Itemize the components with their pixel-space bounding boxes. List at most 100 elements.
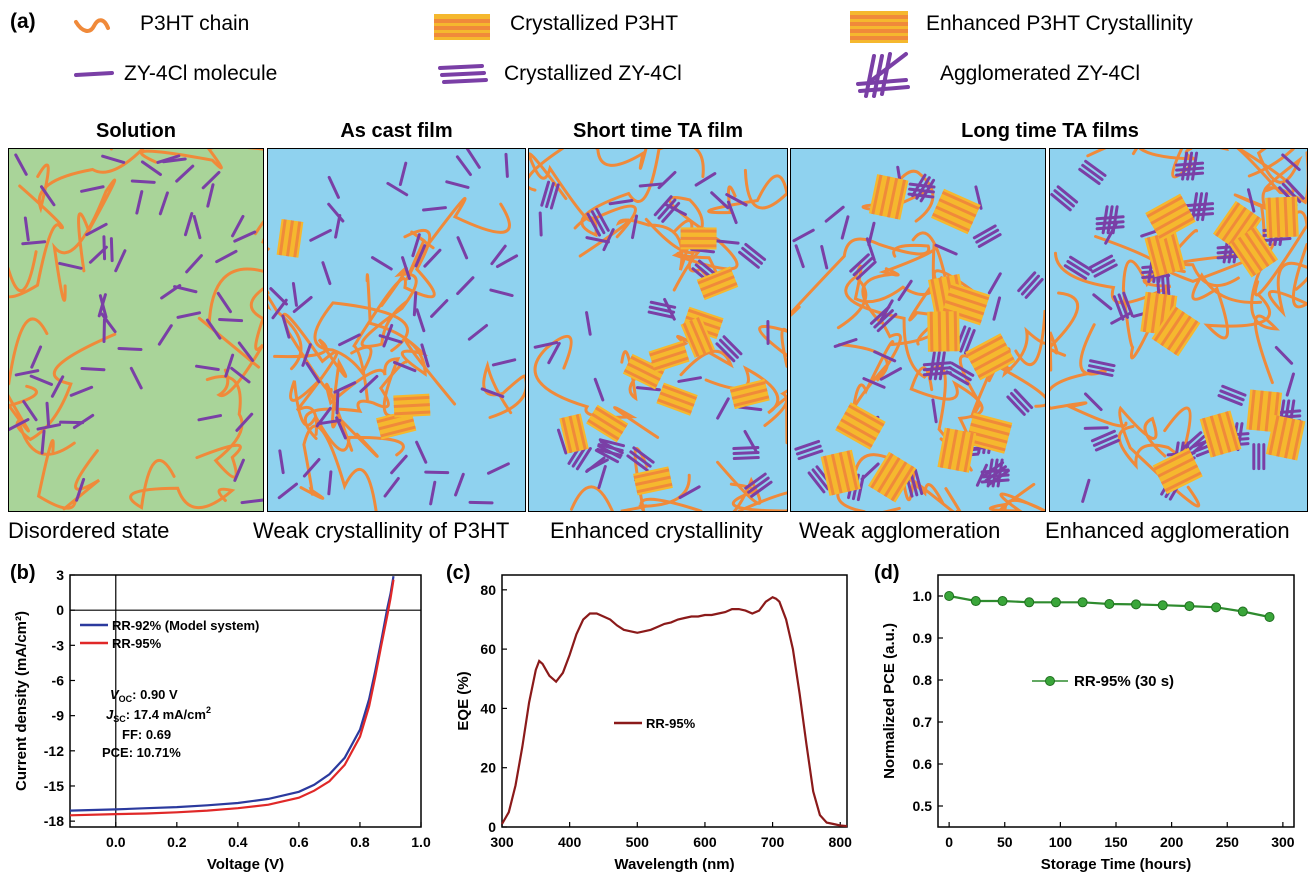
zy-molecule [726, 200, 738, 225]
zy-molecule [301, 343, 312, 367]
p3ht-chain-icon [74, 18, 110, 33]
zy-stack [738, 242, 767, 269]
p3ht-chain [36, 149, 145, 214]
zy-stack [540, 180, 560, 210]
zy-molecule [533, 341, 559, 349]
p3ht-chain [988, 482, 1045, 511]
y-axis-label: EQE (%) [455, 671, 472, 730]
zy-stack [1088, 254, 1118, 278]
zy-molecule [23, 216, 30, 242]
caption-weak-crystallinity: Weak crystallinity of P3HT [253, 518, 510, 543]
legend-label: RR-95% (30 s) [1074, 673, 1174, 690]
p3ht-chain [482, 360, 525, 419]
zy-stack [1090, 429, 1120, 452]
zy-molecule [1246, 188, 1256, 213]
zy-molecule [109, 237, 114, 263]
p3ht-chain [633, 447, 762, 511]
x-axis-label: Voltage (V) [207, 856, 284, 873]
p3ht-chain [707, 168, 787, 215]
p3ht-chain [365, 273, 457, 406]
panel-title-solution: Solution [96, 120, 176, 142]
zy-molecule [992, 296, 1002, 321]
p3ht-chain [1050, 291, 1079, 372]
data-point [997, 596, 1008, 607]
legend-zy-molecule: ZY-4Cl molecule [124, 62, 278, 85]
zy-molecule [50, 375, 65, 398]
zy-molecule [195, 364, 220, 371]
zy-agglomerate [980, 458, 1010, 488]
zy-molecule [794, 244, 805, 269]
zy-molecule [215, 249, 238, 264]
zy-molecule [334, 214, 342, 239]
zy-stack [907, 182, 936, 199]
x-axis-label: Storage Time (hours) [1041, 856, 1192, 873]
zy-molecule [897, 279, 913, 302]
zy-molecule [456, 276, 475, 296]
p3ht-chain [791, 237, 931, 317]
zy-molecule [224, 353, 235, 378]
panel-short-ta-film [528, 148, 788, 512]
zy-molecule [934, 243, 958, 256]
y-tick-label: 60 [480, 641, 496, 657]
p3ht-chain [1250, 210, 1307, 385]
legend-marker [1045, 676, 1055, 686]
zy-molecule [678, 485, 701, 500]
schematic-drawing [1050, 149, 1307, 508]
zy-molecule [820, 244, 829, 270]
zy-stack [1050, 185, 1079, 212]
legend-label: RR-95% [646, 716, 696, 731]
x-tick-label: 100 [1049, 834, 1073, 850]
zy-molecule [630, 214, 639, 240]
schematic-drawing [268, 149, 525, 511]
p3ht-crystal [965, 333, 1016, 381]
zy-stack [653, 195, 681, 223]
legend-enhanced-p3ht: Enhanced P3HT Crystallinity [926, 12, 1193, 35]
y-tick-label: -18 [44, 813, 64, 829]
p3ht-chain [729, 482, 787, 511]
zy-molecule [398, 161, 408, 187]
zy-molecule [987, 272, 1002, 295]
y-tick-label: 0.5 [913, 798, 933, 814]
zy-molecule [197, 414, 223, 422]
zy-stack [1252, 443, 1266, 471]
zy-molecule [175, 164, 195, 183]
p3ht-crystal [927, 311, 960, 352]
zy-stack [744, 472, 773, 498]
charts-area: 0.0 0.2 0.4 0.6 0.8 1.0 3 0 -3 -6 -9 -12 -15 -18 Volta… [10, 562, 1295, 873]
zy-molecule [370, 256, 393, 271]
zy-molecule [716, 397, 730, 420]
x-tick-label: 700 [761, 834, 785, 850]
zy-molecule [430, 299, 449, 318]
zy-molecule [975, 463, 988, 487]
p3ht-crystal [680, 227, 717, 250]
zy-molecule [873, 350, 897, 363]
y-tick-label: 40 [480, 700, 496, 716]
p3ht-crystal [965, 412, 1013, 454]
zy-stack [849, 253, 877, 280]
zy-stack [1063, 255, 1093, 280]
caption-enhanced-agglomeration: Enhanced agglomeration [1045, 518, 1290, 543]
x-tick-label: 200 [1160, 834, 1184, 850]
zy-stack [586, 207, 610, 237]
zy-molecule [176, 311, 202, 319]
plot-frame [501, 574, 848, 828]
zy-molecule [547, 341, 561, 365]
zy-molecule [468, 500, 494, 505]
zy-molecule [824, 205, 845, 223]
zy-molecule [321, 261, 332, 286]
x-tick-label: 0 [945, 834, 953, 850]
p3ht-crystal [559, 413, 589, 454]
panel-long-ta-film-1 [790, 148, 1046, 512]
zy-molecule [69, 385, 94, 397]
crystallized-p3ht-icon [434, 14, 490, 40]
zy-molecule [231, 214, 245, 238]
p3ht-crystal [1144, 230, 1186, 278]
zy-molecule [445, 180, 470, 189]
data-point [1024, 597, 1035, 608]
p3ht-chain [836, 264, 943, 330]
zy-molecule [30, 345, 43, 369]
zy-molecule [378, 334, 403, 344]
zy-molecule [158, 191, 169, 216]
figure-label-a: (a) [10, 10, 36, 33]
zy-molecule [415, 440, 428, 464]
